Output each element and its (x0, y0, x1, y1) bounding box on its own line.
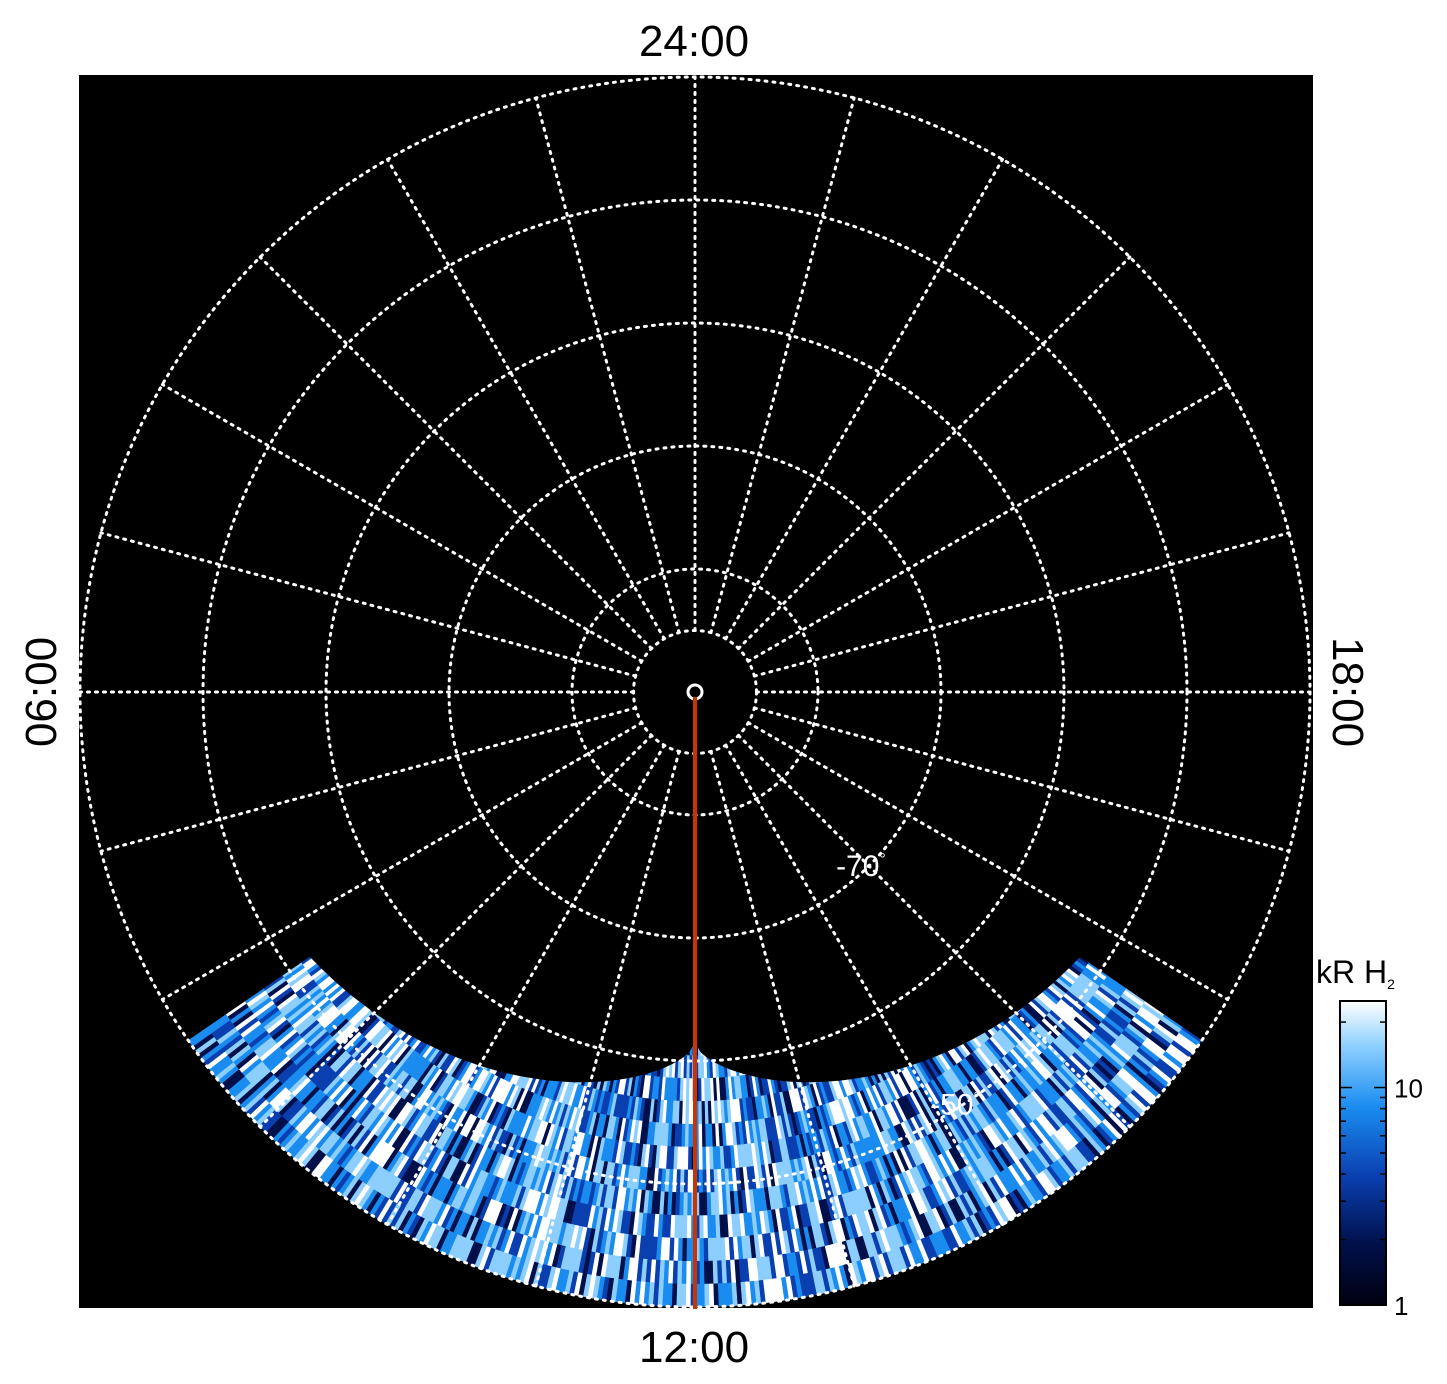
emission-cell (699, 1283, 705, 1307)
emission-cell (703, 1283, 710, 1307)
emission-cell (701, 1146, 707, 1171)
emission-cell (698, 1215, 704, 1239)
emission-cell (685, 1260, 691, 1285)
colorbar-tick-label: 10 (1394, 1074, 1423, 1104)
emission-cell (703, 1260, 709, 1285)
local-time-label-bottom: 12:00 (639, 1323, 749, 1372)
colorbar-label: kR H2 (1316, 954, 1395, 992)
emission-cell (697, 1101, 702, 1125)
emission-cell (687, 1169, 692, 1194)
latitude-label: -50° (930, 1089, 980, 1122)
emission-cell (685, 1238, 692, 1262)
emission-cell (697, 1055, 702, 1079)
colorbar-gradient (1339, 1000, 1387, 1306)
emission-cell (686, 1192, 692, 1216)
emission-cell (685, 1283, 691, 1307)
latitude-label: -70° (836, 850, 886, 883)
emission-cell (686, 1215, 692, 1239)
emission-cell (702, 1192, 708, 1216)
emission-cell (697, 1078, 702, 1102)
local-time-label-right: 18:00 (1323, 637, 1372, 747)
emission-cell (698, 1192, 704, 1216)
local-time-label-left: 06:00 (17, 637, 66, 747)
emission-cell (702, 1215, 708, 1239)
emission-cell (707, 1260, 714, 1285)
emission-cell (680, 1283, 687, 1307)
emission-cell (698, 1169, 703, 1194)
local-time-label-top: 24:00 (639, 17, 749, 66)
emission-cell (703, 1238, 709, 1262)
emission-cell (708, 1283, 715, 1307)
emission-cell (698, 1146, 703, 1171)
emission-cell (702, 1169, 707, 1194)
colorbar-tick-label: 1 (1394, 1291, 1408, 1321)
emission-cell (698, 1123, 703, 1148)
emission-cell (699, 1260, 705, 1285)
colorbar: kR H2 1 10 (1316, 954, 1423, 1321)
emission-cell (698, 1238, 705, 1262)
